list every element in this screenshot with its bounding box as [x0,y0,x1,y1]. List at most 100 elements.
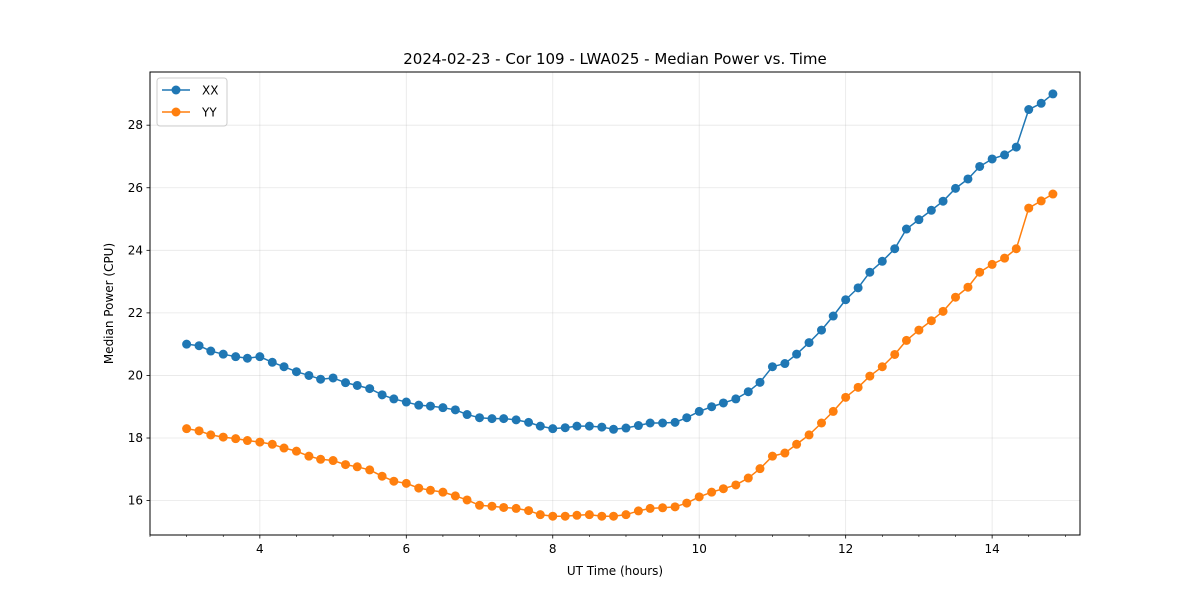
x-tick-label: 6 [402,542,410,556]
data-point-xx [609,424,619,434]
data-point-yy [231,434,241,444]
data-point-xx [524,417,534,427]
data-point-xx [633,421,643,431]
data-point-yy [328,456,338,466]
data-point-yy [877,362,887,372]
data-point-yy [291,446,301,456]
axis-ticks: 4 6 8 10 12 14 16 18 20 22 24 26 28 [128,118,1066,556]
data-point-xx [853,283,863,293]
data-point-yy [645,503,655,513]
data-point-yy [194,426,204,436]
data-point-yy [926,316,936,326]
data-point-yy [865,371,875,381]
data-point-xx [291,367,301,377]
data-point-xx [341,378,351,388]
data-point-yy [499,502,509,512]
series-line-yy [186,193,1054,517]
data-point-yy [817,418,826,428]
data-point-xx [597,422,607,432]
data-point-xx [304,370,314,380]
y-tick-label: 24 [128,243,143,257]
data-point-xx [242,353,252,363]
legend-label-xx: XX [202,84,218,98]
x-tick-label: 4 [256,542,264,556]
data-point-yy [718,484,728,494]
x-tick-label: 10 [692,542,707,556]
legend-label-yy: YY [201,106,217,120]
data-point-xx [682,413,692,423]
x-axis-label: UT Time (hours) [567,564,663,578]
legend: XX YY [156,77,228,127]
data-point-xx [670,417,680,427]
data-point-yy [828,406,838,416]
data-point-yy [597,511,607,521]
data-point-yy [901,335,911,345]
data-point-yy [890,349,900,359]
data-point-xx [365,384,375,394]
data-point-xx [963,174,973,184]
data-point-yy [304,451,314,461]
data-point-yy [438,487,448,497]
data-point-xx [584,421,594,431]
data-point-yy [560,511,570,521]
data-point-yy [267,439,277,449]
data-point-yy [487,501,497,511]
data-point-xx [621,423,631,433]
data-point-xx [718,398,728,408]
data-point-yy [609,511,619,521]
data-point-xx [658,418,668,428]
data-point-xx [231,352,241,362]
data-point-xx [182,339,192,349]
data-point-yy [425,485,435,495]
data-point-xx [316,374,326,384]
data-point-xx [975,161,985,171]
data-point-xx [206,346,216,356]
data-point-yy [341,460,351,470]
data-point-yy [511,503,521,513]
data-point-yy [1000,253,1010,263]
data-point-yy [316,454,326,464]
data-point-yy [841,392,851,402]
data-point-xx [1048,89,1058,99]
data-point-xx [707,402,717,412]
data-point-xx [755,377,765,387]
data-point-yy [475,500,485,510]
data-point-xx [572,421,582,431]
data-point-yy [255,437,265,447]
data-point-yy [1048,189,1058,199]
data-point-yy [670,502,680,512]
y-axis-label: Median Power (CPU) [102,243,116,364]
data-point-yy [352,462,362,472]
grid-lines [150,72,1080,535]
data-point-xx [817,325,826,335]
data-point-xx [560,423,570,433]
x-tick-label: 12 [838,542,853,556]
data-point-xx [743,387,753,397]
data-point-xx [877,256,887,266]
data-point-yy [535,510,545,520]
data-point-xx [901,224,911,234]
data-point-xx [828,311,838,321]
data-point-yy [621,510,631,520]
data-point-yy [743,473,753,483]
data-point-yy [804,430,814,440]
data-point-yy [755,464,765,474]
data-point-yy [682,498,692,508]
data-point-yy [963,282,973,292]
data-point-yy [792,439,802,449]
data-point-yy [914,325,924,335]
data-point-xx [548,424,558,434]
data-point-yy [1036,196,1046,206]
legend-marker-xx [171,85,181,95]
data-point-xx [279,362,289,372]
data-point-xx [694,406,704,416]
y-tick-label: 22 [128,306,143,320]
data-point-xx [194,341,204,351]
legend-marker-yy [171,107,181,117]
plot-series [182,89,1058,521]
data-point-xx [731,394,741,404]
data-point-yy [694,492,704,502]
data-point-xx [401,397,411,407]
data-point-yy [365,465,375,475]
data-point-xx [438,403,448,413]
